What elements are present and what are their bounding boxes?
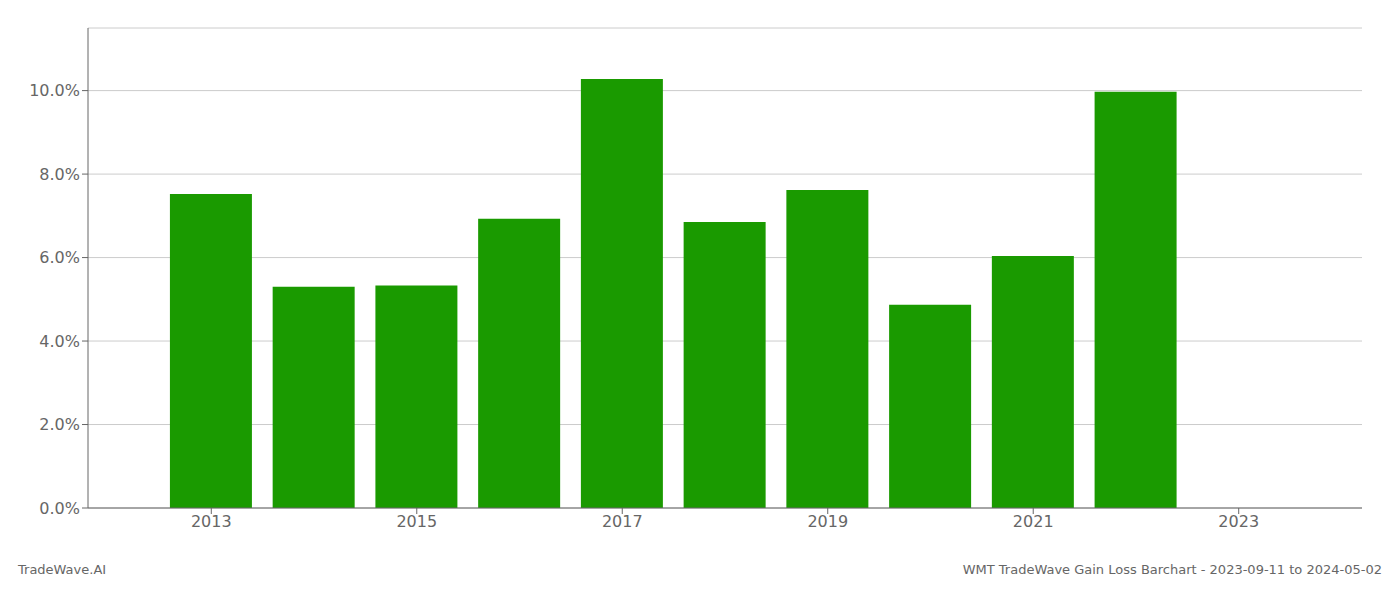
- svg-text:2.0%: 2.0%: [39, 415, 80, 434]
- svg-text:10.0%: 10.0%: [29, 81, 80, 100]
- html-text:TradeWave.AI: TradeWave.AI: [18, 562, 107, 577]
- svg-text:2013: 2013: [191, 512, 232, 531]
- svg-text:8.0%: 8.0%: [39, 165, 80, 184]
- svg-text:2023: 2023: [1218, 512, 1259, 531]
- svg-text:6.0%: 6.0%: [39, 248, 80, 267]
- svg-text:2021: 2021: [1013, 512, 1054, 531]
- svg-text:4.0%: 4.0%: [39, 332, 80, 351]
- svg-text:0.0%: 0.0%: [39, 499, 80, 518]
- svg-text:2017: 2017: [602, 512, 643, 531]
- html-text:WMT TradeWave Gain Loss Barcha: WMT TradeWave Gain Loss Barchart - 2023-…: [962, 562, 1382, 577]
- svg-text:2015: 2015: [396, 512, 437, 531]
- svg-text:2019: 2019: [807, 512, 848, 531]
